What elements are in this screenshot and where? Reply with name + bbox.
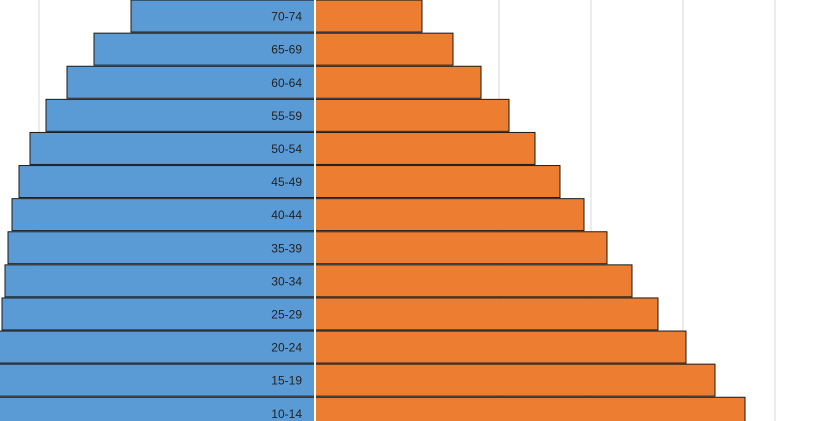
bar-right-40-44 — [314, 198, 585, 232]
bars — [0, 0, 746, 421]
bar-right-35-39 — [314, 231, 608, 265]
bar-right-10-14 — [314, 396, 746, 421]
bar-left-45-49 — [18, 165, 316, 199]
age-label-70-74: 70-74 — [271, 10, 302, 24]
age-label-50-54: 50-54 — [271, 142, 302, 156]
bar-right-30-34 — [314, 264, 633, 298]
age-label-35-39: 35-39 — [271, 241, 302, 255]
bar-left-35-39 — [7, 231, 316, 265]
age-label-30-34: 30-34 — [271, 274, 302, 288]
bar-left-60-64 — [66, 65, 316, 99]
age-label-45-49: 45-49 — [271, 175, 302, 189]
bar-right-45-49 — [314, 165, 561, 199]
age-label-40-44: 40-44 — [271, 208, 302, 222]
age-label-25-29: 25-29 — [271, 307, 302, 321]
bar-right-20-24 — [314, 330, 687, 364]
bar-right-60-64 — [314, 65, 482, 99]
bar-left-50-54 — [29, 131, 316, 165]
age-label-20-24: 20-24 — [271, 341, 302, 355]
bar-right-15-19 — [314, 363, 716, 397]
age-label-10-14: 10-14 — [271, 407, 302, 421]
bar-right-70-74 — [314, 0, 423, 33]
bar-right-65-69 — [314, 32, 454, 66]
age-label-55-59: 55-59 — [271, 109, 302, 123]
age-labels: 70-74 65-69 60-64 55-59 50-54 45-49 40-44 35-39… — [271, 10, 302, 421]
age-label-60-64: 60-64 — [271, 76, 302, 90]
bar-right-55-59 — [314, 98, 510, 132]
bar-left-25-29 — [1, 297, 316, 331]
age-label-15-19: 15-19 — [271, 374, 302, 388]
bar-left-15-19 — [0, 363, 316, 397]
bar-right-25-29 — [314, 297, 659, 331]
bar-left-65-69 — [93, 32, 316, 66]
bar-left-30-34 — [4, 264, 316, 298]
bar-left-70-74 — [130, 0, 316, 33]
age-label-65-69: 65-69 — [271, 43, 302, 57]
bar-right-50-54 — [314, 131, 536, 165]
bar-left-10-14 — [0, 396, 316, 421]
bar-left-20-24 — [0, 330, 316, 364]
bar-left-40-44 — [11, 198, 316, 232]
